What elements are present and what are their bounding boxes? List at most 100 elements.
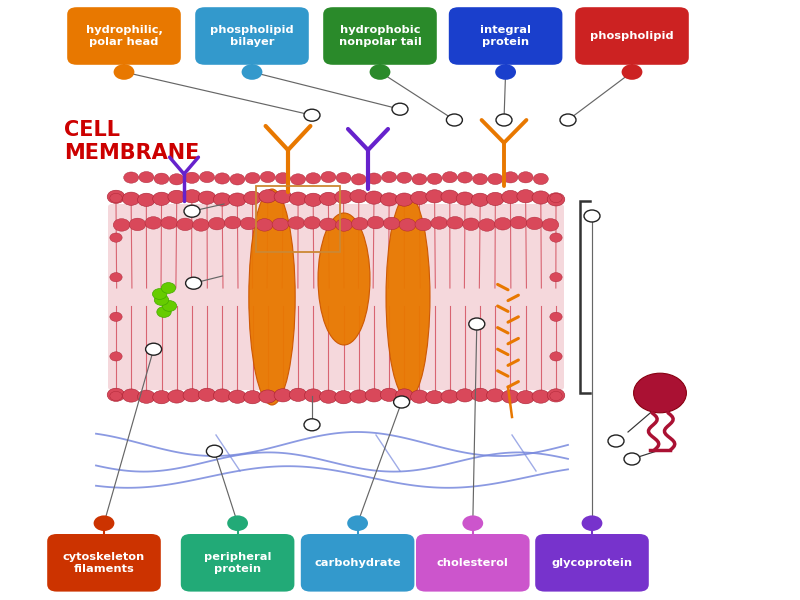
Circle shape: [206, 445, 222, 457]
Circle shape: [532, 390, 550, 403]
Circle shape: [350, 190, 367, 203]
Circle shape: [395, 193, 413, 206]
Circle shape: [227, 515, 248, 531]
Circle shape: [272, 218, 289, 231]
Circle shape: [183, 190, 201, 203]
Circle shape: [550, 193, 562, 203]
Circle shape: [193, 218, 210, 231]
Circle shape: [94, 515, 114, 531]
Circle shape: [634, 373, 686, 413]
Circle shape: [427, 173, 442, 184]
Circle shape: [321, 172, 336, 182]
Circle shape: [153, 192, 170, 205]
Circle shape: [365, 191, 382, 204]
Circle shape: [107, 190, 125, 203]
Text: phospholipid
bilayer: phospholipid bilayer: [210, 25, 294, 47]
Circle shape: [275, 173, 290, 184]
Circle shape: [380, 193, 398, 206]
Circle shape: [259, 390, 277, 403]
Circle shape: [244, 191, 262, 205]
Circle shape: [168, 390, 186, 403]
Circle shape: [114, 64, 134, 80]
Circle shape: [366, 173, 382, 184]
FancyBboxPatch shape: [67, 7, 181, 65]
Circle shape: [503, 172, 518, 183]
Text: peripheral
protein: peripheral protein: [204, 552, 271, 574]
Circle shape: [496, 114, 512, 126]
FancyBboxPatch shape: [181, 534, 294, 592]
Circle shape: [110, 272, 122, 282]
Circle shape: [153, 391, 170, 404]
Circle shape: [370, 64, 390, 80]
Circle shape: [184, 205, 200, 217]
Circle shape: [394, 396, 410, 408]
Circle shape: [304, 217, 321, 229]
Circle shape: [412, 173, 427, 185]
Circle shape: [168, 190, 186, 203]
Circle shape: [242, 64, 262, 80]
Circle shape: [351, 217, 368, 230]
Circle shape: [336, 172, 351, 184]
FancyBboxPatch shape: [449, 7, 562, 65]
Circle shape: [334, 391, 352, 404]
Circle shape: [304, 419, 320, 431]
Circle shape: [161, 217, 178, 229]
Circle shape: [122, 389, 140, 402]
Circle shape: [157, 307, 171, 317]
Circle shape: [488, 173, 502, 185]
Circle shape: [122, 192, 140, 205]
Circle shape: [471, 193, 489, 206]
Circle shape: [350, 390, 367, 403]
Circle shape: [229, 193, 246, 206]
Circle shape: [199, 172, 214, 182]
Circle shape: [256, 218, 273, 231]
Text: phospholipid: phospholipid: [590, 31, 674, 41]
Circle shape: [462, 515, 483, 531]
Circle shape: [245, 172, 260, 184]
Circle shape: [367, 217, 384, 229]
Circle shape: [110, 193, 122, 203]
Circle shape: [198, 191, 216, 204]
Circle shape: [380, 388, 398, 401]
Circle shape: [290, 388, 307, 401]
Circle shape: [582, 515, 602, 531]
Circle shape: [305, 193, 322, 206]
Text: cytoskeleton
filaments: cytoskeleton filaments: [63, 552, 145, 574]
Circle shape: [320, 218, 337, 230]
Circle shape: [145, 217, 162, 229]
Ellipse shape: [386, 195, 430, 399]
Text: CELL
MEMBRANE: CELL MEMBRANE: [64, 120, 199, 163]
Circle shape: [392, 103, 408, 115]
Circle shape: [214, 193, 231, 206]
Circle shape: [550, 312, 562, 322]
Circle shape: [183, 389, 201, 402]
Circle shape: [260, 172, 275, 182]
Circle shape: [478, 219, 495, 231]
Circle shape: [550, 352, 562, 361]
Circle shape: [153, 289, 167, 299]
Circle shape: [446, 217, 463, 229]
Circle shape: [347, 515, 368, 531]
Circle shape: [469, 318, 485, 330]
Circle shape: [138, 193, 155, 206]
Circle shape: [138, 390, 155, 403]
Circle shape: [114, 218, 130, 231]
Circle shape: [186, 277, 202, 289]
Bar: [256, 186, 340, 252]
Circle shape: [486, 193, 504, 206]
Circle shape: [154, 173, 169, 184]
FancyBboxPatch shape: [47, 534, 161, 592]
Circle shape: [110, 312, 122, 322]
Circle shape: [107, 388, 125, 401]
Circle shape: [534, 173, 548, 185]
Circle shape: [382, 172, 397, 182]
Circle shape: [334, 190, 352, 203]
Circle shape: [547, 193, 565, 206]
Circle shape: [473, 173, 488, 185]
Circle shape: [399, 218, 416, 231]
FancyBboxPatch shape: [301, 534, 414, 592]
Circle shape: [471, 388, 489, 401]
Circle shape: [584, 210, 600, 222]
Ellipse shape: [318, 213, 370, 345]
Circle shape: [510, 217, 527, 229]
